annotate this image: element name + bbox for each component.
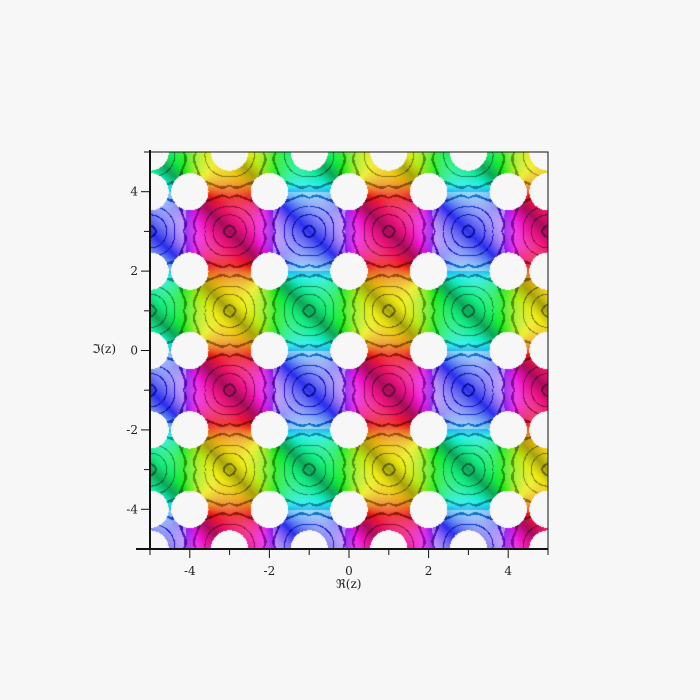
y-tick-label: 4 [130,185,138,199]
y-tick-label: -2 [126,423,138,437]
x-tick-label: 2 [425,564,433,578]
y-tick-label: -4 [126,502,138,516]
y-axis-label: ℑ(z) [92,342,117,356]
y-tick-label: 2 [130,264,138,278]
x-axis-label: ℜ(z) [336,577,362,591]
plot-frame [149,151,549,550]
x-tick-label: 0 [345,564,353,578]
x-tick-label: -4 [184,564,196,578]
x-tick-label: -2 [264,564,276,578]
y-tick-label: 0 [130,344,138,358]
x-tick-label: 4 [504,564,512,578]
domain-coloring-plot [150,152,548,549]
